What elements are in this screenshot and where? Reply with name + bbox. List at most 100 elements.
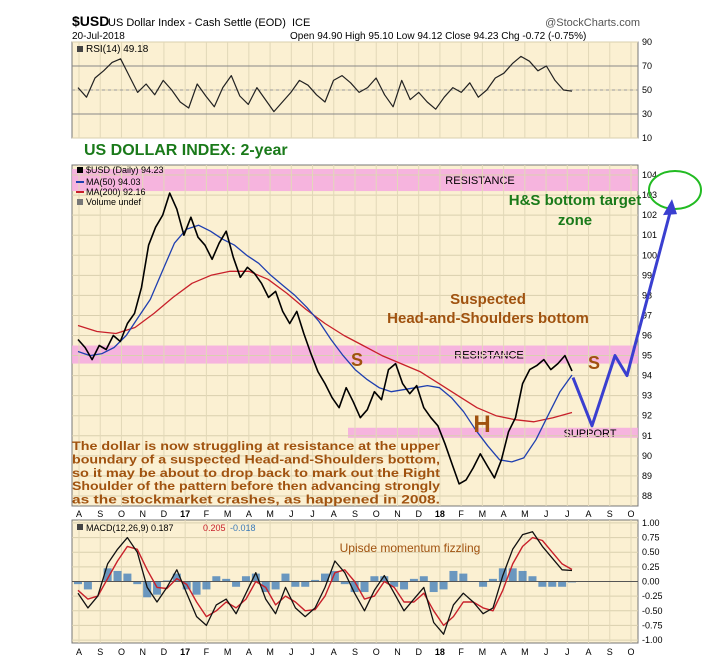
month-label: A: [501, 647, 507, 657]
macd-histogram-bar: [133, 581, 142, 585]
price-chart-title: US DOLLAR INDEX: 2-year: [84, 142, 288, 159]
instrument-name: US Dollar Index - Cash Settle (EOD): [108, 17, 286, 29]
legend-volume: Volume undef: [86, 197, 142, 207]
month-label: A: [76, 647, 82, 657]
commentary-line: as the stockmarket crashes, as happened …: [72, 493, 440, 507]
macd-histogram-bar: [123, 573, 132, 582]
y-tick-label: 70: [642, 61, 652, 71]
month-label: S: [607, 509, 613, 519]
y-tick-label: -0.25: [642, 591, 663, 601]
month-label: A: [586, 509, 592, 519]
y-tick-label: 101: [642, 230, 657, 240]
macd-histogram-bar: [380, 576, 389, 582]
y-tick-label: 94: [642, 371, 652, 381]
macd-histogram-bar: [291, 581, 300, 587]
legend-usd: $USD (Daily) 94.23: [86, 165, 164, 175]
macd-histogram-bar: [548, 581, 557, 587]
macd-histogram-bar: [558, 581, 567, 587]
month-label: M: [521, 509, 529, 519]
ticker-symbol: $USD: [72, 13, 109, 29]
macd-histogram-bar: [370, 576, 379, 582]
month-label: O: [627, 647, 634, 657]
y-tick-label: 0.00: [642, 577, 660, 587]
macd-histogram-bar: [232, 581, 241, 587]
hs-target-line-2: zone: [558, 212, 592, 229]
month-label: N: [394, 509, 401, 519]
y-tick-label: 50: [642, 85, 652, 95]
month-label: A: [501, 509, 507, 519]
month-label: M: [266, 509, 274, 519]
ma50-line: [77, 224, 573, 463]
y-tick-label: 102: [642, 210, 657, 220]
price-grid: [72, 165, 638, 506]
month-label: J: [565, 647, 570, 657]
price-legend: $USD (Daily) 94.23 MA(50) 94.03 MA(200) …: [76, 165, 164, 207]
month-label: 18: [435, 509, 445, 519]
month-label: J: [289, 509, 294, 519]
macd-histogram-bar: [202, 581, 211, 590]
rsi-legend: RSI(14) 49.18: [77, 44, 149, 55]
macd-histogram-bar: [439, 581, 448, 590]
month-label: 17: [180, 509, 190, 519]
exchange-label: ICE: [292, 17, 310, 29]
stockcharts-watermark: @StockCharts.com: [545, 17, 640, 29]
macd-histogram-bar: [409, 578, 418, 582]
macd-hist-value: -0.018: [230, 523, 256, 533]
month-label: J: [565, 509, 570, 519]
macd-histogram-bar: [518, 570, 527, 582]
y-tick-label: 0.50: [642, 547, 660, 557]
month-label: F: [458, 509, 464, 519]
month-label: N: [394, 647, 401, 657]
month-axis-labels: A S O N D 17 F M A M J J A S O N D 18 F M A M J J A S OA S O N D 17 F M A M…: [76, 509, 635, 657]
month-label: D: [415, 509, 422, 519]
month-label: O: [627, 509, 634, 519]
y-tick-label: 104: [642, 170, 657, 180]
month-label: D: [161, 509, 168, 519]
y-tick-label: -1.00: [642, 635, 663, 645]
macd-histogram-bar: [301, 581, 310, 587]
month-label: S: [97, 509, 103, 519]
month-label: 17: [180, 647, 190, 657]
y-tick-label: 88: [642, 491, 652, 501]
commentary-line: boundary of a suspected Head-and-Shoulde…: [72, 452, 440, 466]
chart-date: 20-Jul-2018: [72, 31, 125, 42]
month-label: O: [118, 647, 125, 657]
commentary-line: Shoulder of the pattern before then adva…: [72, 479, 440, 493]
hs-target-line-1: H&S bottom target: [509, 192, 642, 209]
commentary-line: The dollar is now struggling at resistan…: [72, 439, 440, 453]
macd-histogram-bar: [212, 576, 221, 582]
macd-note: Upisde momentum fizzling: [340, 541, 481, 555]
rsi-grid: [72, 41, 638, 139]
macd-histogram-bar: [400, 581, 409, 590]
month-label: M: [224, 647, 232, 657]
macd-histogram-bar: [419, 576, 428, 582]
ohlc-quote: Open 94.90 High 95.10 Low 94.12 Close 94…: [290, 31, 586, 42]
commentary-line: so it may be about to drop back to mark …: [72, 466, 440, 480]
macd-legend-label: MACD(12,26,9) 0.187: [86, 523, 174, 533]
y-tick-label: 100: [642, 250, 657, 260]
y-tick-label: 89: [642, 471, 652, 481]
commentary-text: The dollar is now struggling at resistan…: [72, 439, 440, 507]
macd-histogram-bar: [251, 573, 260, 582]
band-label-0: RESISTANCE: [445, 175, 514, 187]
month-label: O: [373, 509, 380, 519]
month-label: F: [458, 647, 464, 657]
month-label: O: [118, 509, 125, 519]
month-label: A: [76, 509, 82, 519]
annotations: H&S bottom target zone Suspected Head-and-…: [72, 170, 702, 555]
rsi-line: [77, 55, 573, 113]
month-label: M: [479, 647, 487, 657]
y-tick-label: 91: [642, 431, 652, 441]
month-label: J: [289, 647, 294, 657]
macd-histogram-bar: [192, 581, 201, 595]
price-series: [77, 192, 573, 485]
month-label: M: [224, 509, 232, 519]
macd-histogram-bar: [241, 576, 250, 582]
y-tick-label: -0.50: [642, 606, 663, 616]
month-label: D: [415, 647, 422, 657]
y-tick-label: 99: [642, 270, 652, 280]
suspected-hs-label: Suspected Head-and-Shoulders bottom: [387, 291, 589, 327]
projection-line: [571, 204, 674, 428]
macd-line: [77, 531, 573, 635]
month-label: M: [479, 509, 487, 519]
